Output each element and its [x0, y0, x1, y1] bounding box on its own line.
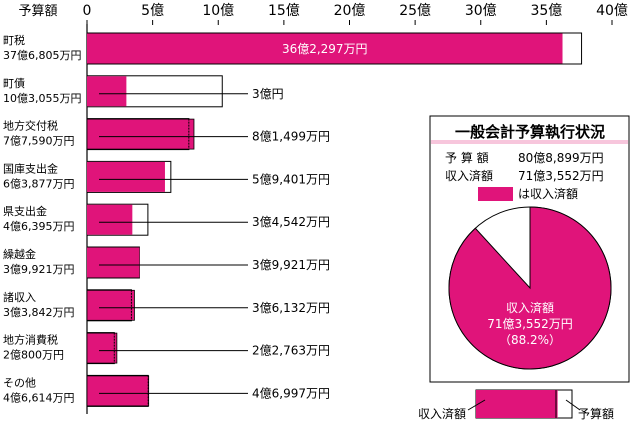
received-value-label: 36億2,297万円 — [282, 42, 368, 56]
received-value-label: 5億9,401万円 — [252, 172, 330, 186]
summary-budget-label: 予 算 額 — [445, 150, 489, 165]
bar-key: 収入済額 予算額 — [418, 389, 614, 421]
category-name: 町税 — [3, 33, 25, 47]
bar-row: 諸収入 3億3,842万円 3億6,132万円 — [3, 289, 330, 322]
category-budget: 10億3,055万円 — [3, 92, 82, 105]
received-value-label: 3億4,542万円 — [252, 215, 330, 229]
summary-pie — [448, 206, 612, 370]
category-budget: 4億6,614万円 — [3, 391, 75, 404]
received-bar — [86, 332, 118, 364]
key-right-leader — [565, 399, 581, 411]
x-tick-label: 10億 — [202, 3, 234, 19]
key-right-label: 予算額 — [578, 406, 614, 421]
category-budget: 6億3,877万円 — [3, 177, 75, 190]
bar-row: 町税 37億6,805万円 36億2,297万円 — [3, 32, 583, 65]
pie-label-line1: 収入済額 — [506, 300, 554, 315]
summary-budget-value: 80億8,899万円 — [518, 151, 604, 165]
bar-row: 県支出金 4億6,395万円 3億4,542万円 — [3, 203, 330, 236]
x-tick-label: 25億 — [399, 3, 431, 19]
pie-label-line2: 71億3,552万円 — [487, 317, 573, 331]
category-name: その他 — [3, 376, 36, 389]
summary-title-underline — [431, 140, 628, 144]
received-bar — [87, 161, 165, 192]
category-name: 国庫支出金 — [3, 161, 58, 175]
received-value-label: 4億6,997万円 — [252, 386, 330, 400]
received-bar — [86, 118, 195, 150]
bar-row: 地方消費税 2億800万円 2億2,763万円 — [3, 332, 330, 365]
received-bar — [87, 247, 140, 278]
key-received-bar — [476, 390, 558, 418]
x-axis-ticks: 0 5億 10億 15億 20億 25億 30億 35億 40億 — [83, 3, 628, 25]
category-budget: 4億6,395万円 — [3, 220, 75, 233]
pie-label-line3: （88.2%） — [499, 333, 561, 347]
x-tick-label: 15億 — [268, 3, 300, 19]
x-tick-label: 30億 — [465, 3, 497, 19]
received-bar — [86, 375, 150, 407]
bar-row: 町債 10億3,055万円 3億円 — [3, 75, 284, 108]
category-name: 県支出金 — [3, 204, 47, 218]
summary-title: 一般会計予算執行状況 — [455, 123, 605, 141]
x-tick-label: 40億 — [596, 3, 628, 19]
received-value-label: 3億9,921万円 — [252, 258, 330, 272]
legend-received-text: は収入済額 — [518, 186, 578, 201]
key-left-leader — [467, 399, 486, 411]
axis-label: 予算額 — [18, 4, 57, 19]
summary-received-label: 収入済額 — [445, 168, 493, 183]
category-budget: 2億800万円 — [3, 349, 64, 362]
category-budget: 7億7,590万円 — [3, 135, 75, 148]
bar-row: 繰越金 3億9,921万円 3億9,921万円 — [3, 246, 330, 279]
bar-row: 国庫支出金 6億3,877万円 5億9,401万円 — [3, 160, 330, 193]
x-tick-label: 0 — [83, 3, 92, 19]
category-name: 町債 — [3, 76, 25, 90]
category-name: 地方消費税 — [3, 333, 58, 347]
received-value-label: 3億6,132万円 — [252, 301, 330, 315]
summary-panel: 一般会計予算執行状況 予 算 額 80億8,899万円 収入済額 71億3,55… — [429, 115, 630, 383]
received-bar — [87, 33, 563, 64]
x-tick-label: 20億 — [334, 3, 366, 19]
summary-received-value: 71億3,552万円 — [518, 169, 604, 183]
bar-row: その他 4億6,614万円 4億6,997万円 — [3, 374, 330, 407]
category-name: 繰越金 — [3, 247, 36, 261]
category-name: 地方交付税 — [3, 119, 58, 133]
category-budget: 3億9,921万円 — [3, 263, 75, 276]
x-tick-label: 5億 — [141, 3, 164, 19]
category-name: 諸収入 — [3, 290, 36, 304]
key-left-label: 収入済額 — [418, 406, 466, 421]
category-budget: 3億3,842万円 — [3, 306, 75, 319]
legend-received-swatch — [478, 187, 513, 201]
x-tick-label: 35億 — [530, 3, 562, 19]
received-bar — [87, 204, 133, 235]
received-value-label: 3億円 — [252, 87, 284, 101]
received-value-label: 8億1,499万円 — [252, 130, 330, 144]
received-bar — [87, 76, 127, 107]
received-value-label: 2億2,763万円 — [252, 344, 330, 358]
pie-received-slice — [448, 206, 612, 370]
received-bar — [86, 289, 135, 321]
category-budget: 37億6,805万円 — [3, 49, 82, 62]
bar-row: 地方交付税 7億7,590万円 8億1,499万円 — [3, 118, 330, 151]
